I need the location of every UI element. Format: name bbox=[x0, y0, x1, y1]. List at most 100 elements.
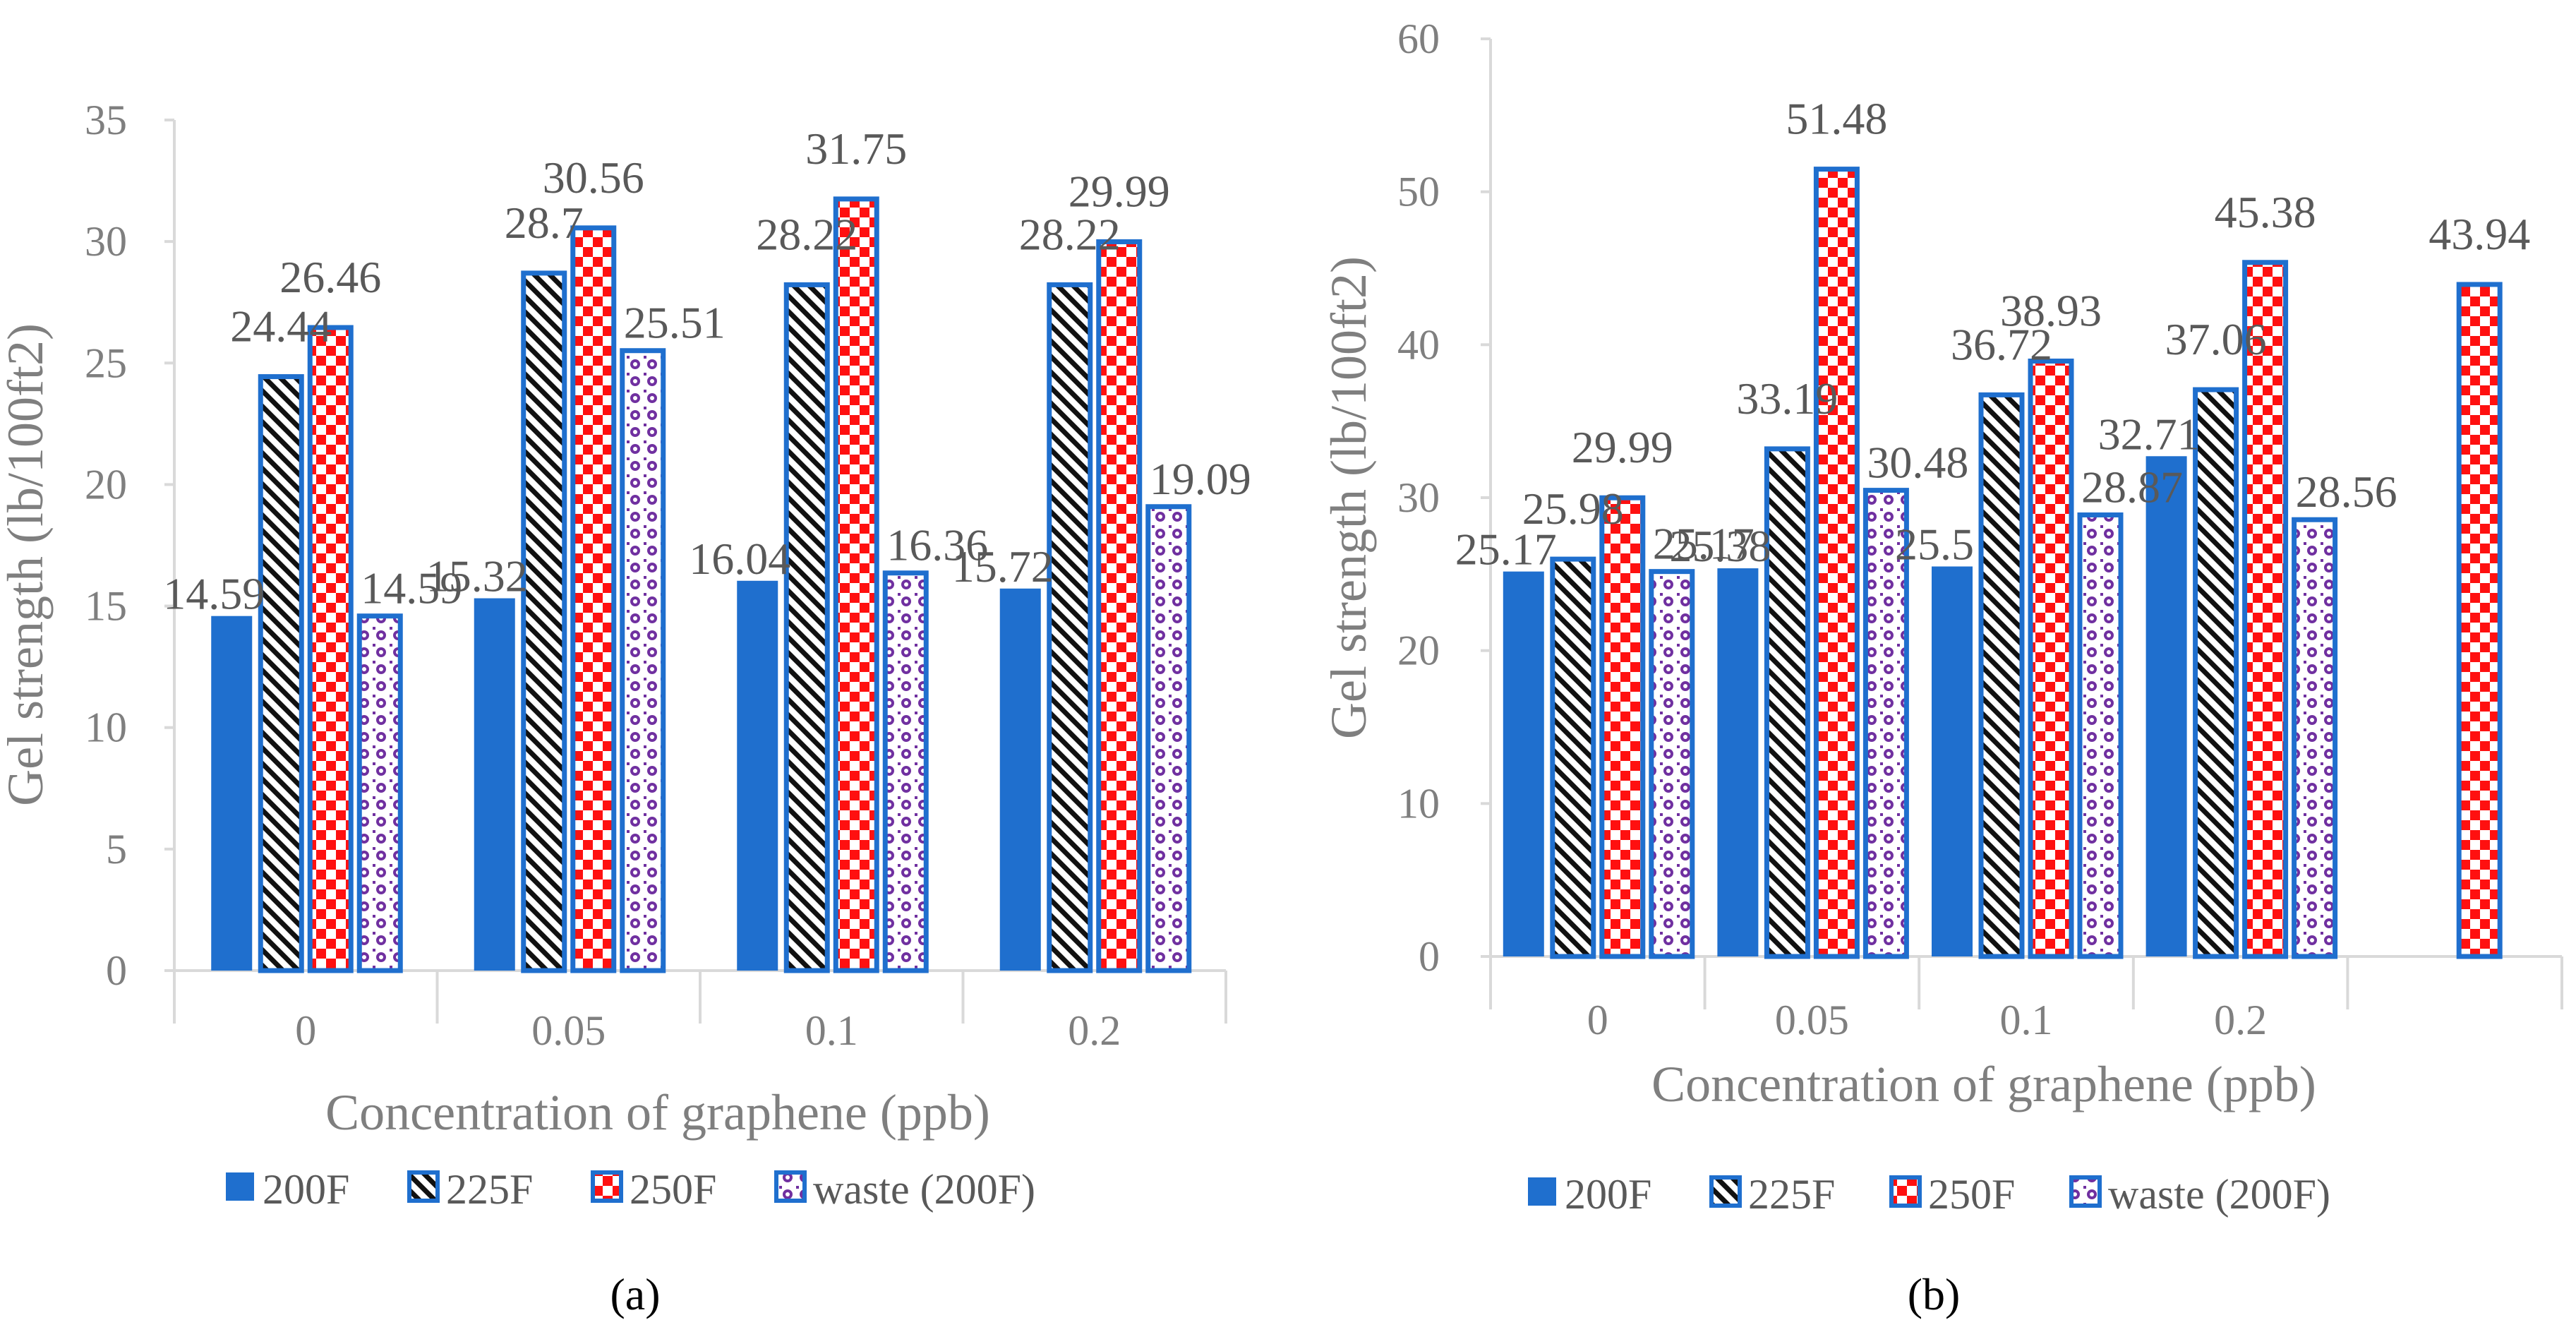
bar-225f-0-05 bbox=[521, 270, 567, 973]
legend-label-250f: 250F bbox=[630, 1166, 716, 1213]
data-label-200f: 16.04 bbox=[689, 534, 790, 584]
bar-200f-0 bbox=[1503, 571, 1544, 956]
data-label-waste-200f: 16.36 bbox=[886, 520, 988, 570]
bar-225f-0 bbox=[1550, 556, 1596, 959]
bar-200f-0-05 bbox=[474, 598, 515, 971]
data-label-waste-200f: 30.48 bbox=[1867, 438, 1968, 488]
bar-250f-0-05 bbox=[1813, 167, 1860, 959]
legend-label-waste-200f: waste (200F) bbox=[813, 1166, 1035, 1213]
data-label-200f: 25.17 bbox=[1455, 524, 1557, 575]
y-axis-title: Gel strength (lb/100ft2) bbox=[1320, 256, 1377, 739]
x-tick-label-0: 0 bbox=[1587, 997, 1608, 1043]
bar-waste-200f-0-1 bbox=[882, 570, 929, 973]
bar-225f-0-2 bbox=[2193, 387, 2239, 959]
x-tick-label-0-05: 0.05 bbox=[1775, 997, 1849, 1043]
data-label-250f: 30.56 bbox=[543, 152, 644, 203]
data-label-waste-200f: 19.09 bbox=[1150, 454, 1251, 504]
x-tick-label-0: 0 bbox=[295, 1007, 316, 1054]
x-tick-label-0-2: 0.2 bbox=[1068, 1007, 1121, 1054]
data-label-250f: 43.94 bbox=[2428, 209, 2530, 259]
x-tick-label-0-05: 0.05 bbox=[531, 1007, 606, 1054]
data-label-250f: 29.99 bbox=[1572, 422, 1673, 472]
data-label-250f: 26.46 bbox=[279, 252, 381, 302]
bar-250f-0-2 bbox=[1096, 239, 1143, 973]
data-label-200f: 14.59 bbox=[163, 569, 265, 619]
y-axis-title: Gel strength (lb/100ft2) bbox=[0, 323, 54, 806]
panel-label: (b) bbox=[1908, 1269, 1961, 1319]
bar-250f-0-1 bbox=[2028, 359, 2074, 959]
legend-label-200f: 200F bbox=[263, 1166, 349, 1213]
y-tick-label: 0 bbox=[106, 947, 127, 994]
bar-200f-0-2 bbox=[999, 588, 1041, 971]
data-label-225f: 24.44 bbox=[230, 301, 332, 352]
bar-200f-0-05 bbox=[1717, 568, 1759, 956]
legend-label-225f: 225F bbox=[1748, 1171, 1835, 1218]
bar-waste-200f-0 bbox=[356, 613, 403, 973]
bar-225f-0-2 bbox=[1047, 282, 1093, 973]
bar-waste-200f-0-1 bbox=[2077, 512, 2124, 959]
data-label-waste-200f: 25.17 bbox=[1653, 519, 1755, 569]
y-tick-label: 30 bbox=[85, 218, 127, 265]
x-axis-title: Concentration of graphene (ppb) bbox=[1651, 1056, 2316, 1112]
y-tick-label: 20 bbox=[1397, 628, 1440, 674]
bar-250f-0 bbox=[307, 325, 354, 973]
legend-swatch-250f bbox=[1889, 1175, 1922, 1208]
bar-225f-0-1 bbox=[1978, 392, 2025, 959]
data-label-225f: 33.19 bbox=[1736, 373, 1838, 424]
y-tick-label: 0 bbox=[1419, 933, 1440, 980]
bar-225f-0 bbox=[258, 374, 304, 973]
y-tick-label: 35 bbox=[85, 97, 127, 143]
y-tick-label: 20 bbox=[85, 461, 127, 508]
data-label-250f: 31.75 bbox=[805, 124, 907, 174]
bar-250f-0-1 bbox=[833, 196, 879, 973]
legend-swatch-waste-200f bbox=[774, 1170, 807, 1203]
bar-waste-200f-0-2 bbox=[1145, 504, 1192, 973]
y-tick-label: 50 bbox=[1397, 169, 1440, 215]
data-label-waste-200f: 28.56 bbox=[2296, 467, 2397, 517]
data-label-250f: 29.99 bbox=[1069, 166, 1170, 216]
data-label-200f: 25.38 bbox=[1669, 521, 1771, 571]
bar-225f-0-05 bbox=[1764, 446, 1810, 959]
legend-label-200f: 200F bbox=[1565, 1171, 1651, 1218]
bar-waste-200f-0-05 bbox=[620, 348, 666, 973]
data-label-225f: 25.98 bbox=[1522, 484, 1624, 534]
data-label-waste-200f: 28.87 bbox=[2081, 462, 2183, 512]
bar-200f-0-1 bbox=[737, 580, 778, 971]
legend-swatch-250f bbox=[591, 1170, 623, 1203]
legend-swatch-225f bbox=[1709, 1175, 1742, 1208]
bar-200f-0-1 bbox=[1932, 566, 1973, 956]
y-tick-label: 25 bbox=[85, 340, 127, 386]
data-label-225f: 28.22 bbox=[1019, 209, 1121, 259]
panel-label: (a) bbox=[610, 1269, 660, 1319]
x-axis-title: Concentration of graphene (ppb) bbox=[325, 1084, 990, 1141]
data-label-250f: 51.48 bbox=[1786, 94, 1887, 144]
data-label-225f: 36.72 bbox=[1951, 319, 2052, 369]
bar-waste-200f-0-2 bbox=[2292, 517, 2338, 959]
data-label-200f: 15.72 bbox=[952, 541, 1054, 592]
data-label-225f: 37.06 bbox=[2165, 314, 2267, 364]
y-tick-label: 30 bbox=[1397, 474, 1440, 521]
bar-250f-0-05 bbox=[570, 225, 617, 973]
legend-label-250f: 250F bbox=[1928, 1171, 2015, 1218]
legend-swatch-200f bbox=[1528, 1177, 1556, 1206]
y-tick-label: 10 bbox=[1397, 780, 1440, 827]
bar-waste-200f-0-05 bbox=[1862, 488, 1909, 959]
legend-label-225f: 225F bbox=[446, 1166, 533, 1213]
data-label-waste-200f: 25.51 bbox=[624, 298, 726, 348]
bar-250f-0 bbox=[1599, 495, 1646, 959]
legend-swatch-200f bbox=[226, 1172, 254, 1201]
x-tick-label-0-1: 0.1 bbox=[2000, 997, 2053, 1043]
y-tick-label: 60 bbox=[1397, 16, 1440, 62]
legend-label-waste-200f: waste (200F) bbox=[2108, 1171, 2330, 1218]
data-label-250f: 38.93 bbox=[2000, 286, 2102, 336]
bar-waste-200f-0 bbox=[1649, 569, 1695, 959]
data-label-200f: 15.32 bbox=[426, 551, 528, 601]
bar-250f-extra bbox=[2456, 282, 2503, 959]
bar-225f-0-1 bbox=[783, 282, 830, 973]
data-label-225f: 28.7 bbox=[505, 198, 584, 248]
y-tick-label: 15 bbox=[85, 583, 127, 630]
x-tick-label-0-2: 0.2 bbox=[2214, 997, 2267, 1043]
